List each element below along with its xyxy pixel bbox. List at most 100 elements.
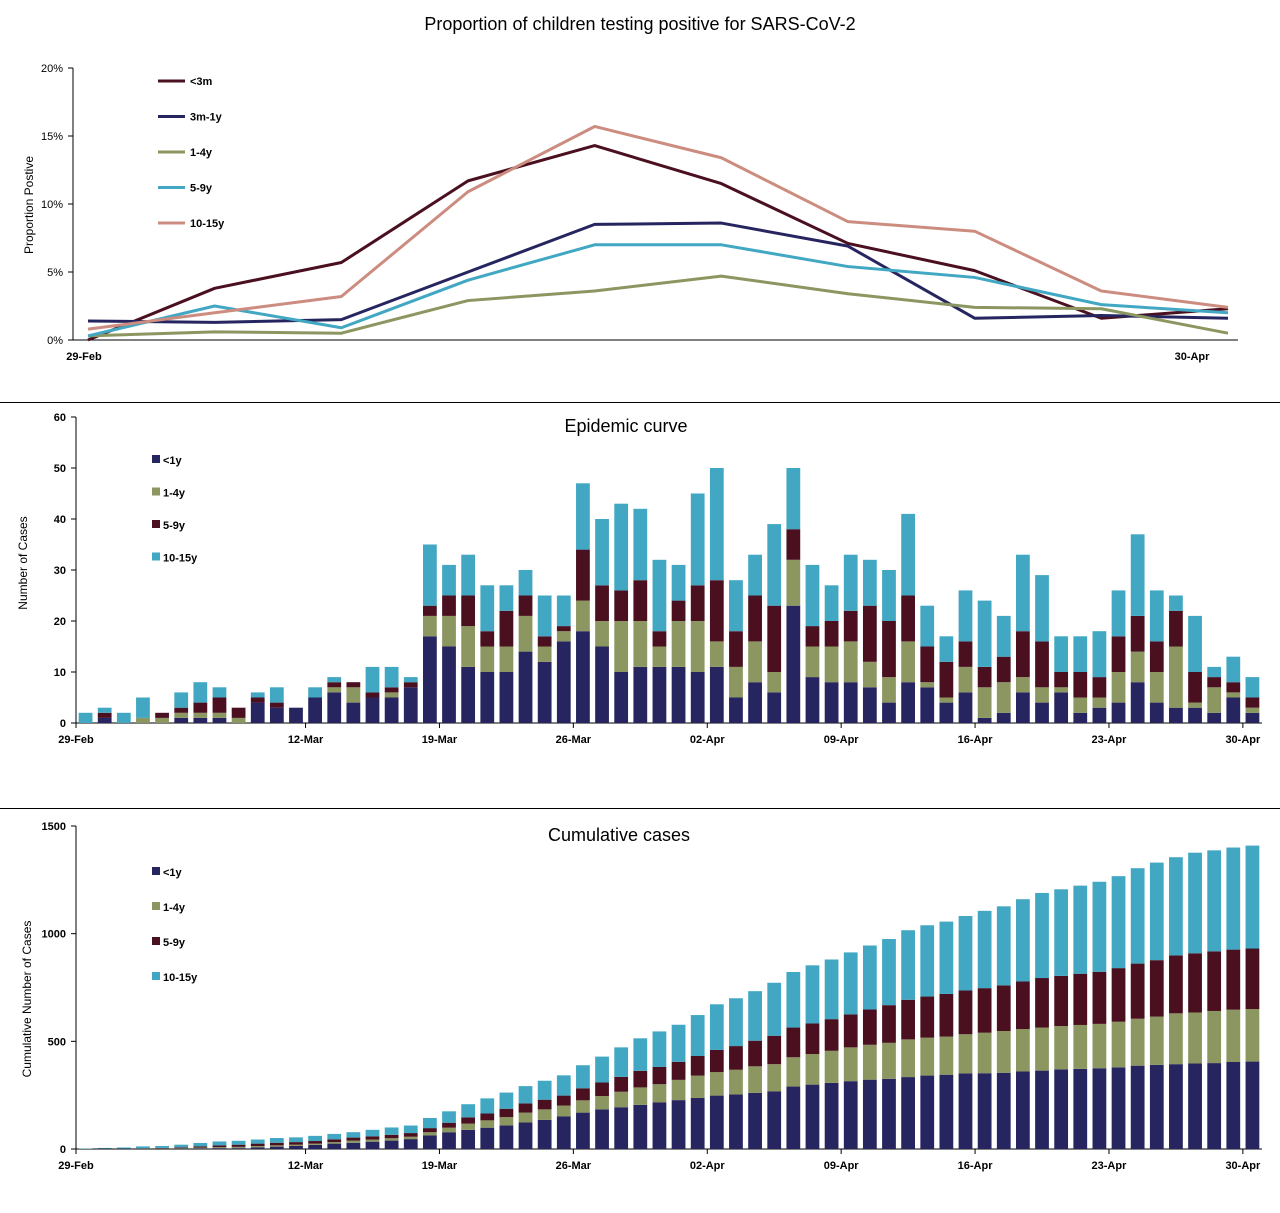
bar-segment-3 — [403, 677, 418, 683]
bar-segment-2 — [690, 585, 705, 621]
bar-segment-3 — [652, 1031, 667, 1067]
bar-segment-2 — [633, 580, 648, 621]
bar-segment-3 — [174, 1144, 189, 1148]
bar-segment-0 — [595, 1109, 609, 1149]
bar-segment-1 — [843, 641, 858, 683]
bar-segment-2 — [1073, 973, 1088, 1025]
bar-segment-0 — [384, 697, 399, 723]
bar-segment-1 — [1245, 707, 1260, 713]
bar-segment-1 — [805, 646, 820, 678]
bar-segment-0 — [824, 1082, 839, 1149]
bar-segment-0 — [1035, 702, 1049, 723]
bar-segment-2 — [977, 988, 992, 1033]
bar-segment-1 — [231, 717, 246, 723]
series-line-1 — [87, 221, 1229, 324]
bar-segment-1 — [155, 717, 169, 723]
bar-segment-1 — [1111, 1021, 1126, 1068]
bar-segment-1 — [996, 1030, 1011, 1073]
y-tick-label: 0 — [60, 718, 66, 730]
bar-segment-3 — [690, 1015, 705, 1056]
bar-segment-3 — [193, 682, 208, 703]
bar-segment-2 — [97, 712, 112, 718]
bar-segment-0 — [1073, 712, 1088, 723]
bar-segment-0 — [499, 672, 514, 723]
bar-segment-1 — [174, 1147, 189, 1149]
bar-segment-3 — [461, 554, 476, 596]
bar-segment-0 — [518, 1122, 533, 1149]
bar-segment-3 — [442, 1111, 456, 1123]
bar-segment-0 — [709, 1095, 724, 1149]
bar-segment-0 — [901, 682, 915, 723]
bar-segment-2 — [709, 580, 724, 642]
bar-segment-0 — [633, 1104, 648, 1149]
bar-segment-2 — [174, 707, 189, 713]
bar-segment-1 — [1092, 697, 1107, 708]
bar-segment-3 — [78, 712, 93, 723]
bar-segment-3 — [423, 544, 437, 606]
bar-segment-3 — [882, 939, 896, 1006]
bar-segment-1 — [614, 621, 629, 672]
bar-segment-0 — [1092, 1068, 1107, 1149]
bar-segment-3 — [901, 930, 915, 1000]
bar-segment-2 — [250, 697, 265, 703]
x-tick-label: 30-Apr — [1225, 734, 1261, 746]
bar-segment-1 — [958, 1034, 973, 1074]
chart-title: Epidemic curve — [564, 416, 687, 436]
bar-segment-0 — [729, 697, 743, 723]
bar-segment-2 — [1188, 672, 1202, 703]
bar-segment-2 — [250, 1143, 265, 1146]
bar-segment-2 — [1035, 978, 1049, 1028]
bar-segment-2 — [1016, 631, 1030, 678]
bar-segment-3 — [327, 677, 342, 683]
bar-segment-1 — [1207, 1010, 1222, 1064]
x-tick-label: 19-Mar — [422, 734, 458, 746]
bar-segment-0 — [805, 677, 820, 723]
bar-segment-2 — [480, 1113, 495, 1121]
bar-segment-3 — [1054, 636, 1069, 672]
bar-segment-2 — [1092, 971, 1107, 1024]
bar-segment-0 — [1130, 1065, 1145, 1149]
bar-segment-2 — [709, 1049, 724, 1073]
bar-segment-2 — [595, 585, 609, 621]
proportion-line-chart: Proportion of children testing positive … — [22, 14, 1238, 363]
bar-segment-0 — [843, 682, 858, 723]
bar-segment-0 — [537, 1119, 552, 1149]
bar-segment-1 — [212, 1147, 227, 1149]
bar-segment-1 — [423, 1132, 437, 1136]
legend-label: 5-9y — [163, 937, 186, 949]
bar-segment-0 — [939, 1074, 954, 1149]
bar-segment-3 — [748, 554, 762, 596]
bar-segment-2 — [308, 1141, 322, 1144]
bar-segment-3 — [384, 1127, 399, 1135]
bar-segment-1 — [212, 712, 227, 718]
bar-segment-2 — [1149, 641, 1164, 672]
bar-segment-1 — [709, 1072, 724, 1096]
panel-divider — [0, 402, 1280, 403]
bar-segment-1 — [1207, 687, 1222, 713]
bar-segment-2 — [384, 1134, 399, 1139]
bar-segment-1 — [767, 672, 782, 693]
x-tick-label: 12-Mar — [288, 1160, 324, 1172]
bar-segment-0 — [308, 697, 322, 723]
bar-segment-1 — [576, 600, 590, 632]
bar-segment-2 — [843, 610, 858, 642]
bar-segment-1 — [1226, 692, 1241, 698]
bar-segment-3 — [480, 1098, 495, 1114]
bar-segment-1 — [231, 1146, 246, 1149]
bar-segment-1 — [1130, 1018, 1145, 1066]
bar-segment-0 — [939, 702, 954, 723]
y-tick-label: 500 — [48, 1036, 66, 1048]
bar-segment-1 — [480, 1120, 495, 1128]
bar-segment-1 — [1188, 702, 1202, 708]
legend-label: 10-15y — [163, 972, 198, 984]
bar-segment-3 — [671, 1024, 686, 1062]
bar-segment-1 — [614, 1091, 629, 1108]
bar-segment-3 — [136, 697, 150, 718]
bar-segment-3 — [384, 666, 399, 688]
bar-segment-0 — [1169, 707, 1183, 723]
bar-segment-3 — [786, 971, 801, 1028]
panel-divider — [0, 808, 1280, 809]
bar-segment-0 — [920, 1075, 935, 1149]
bar-segment-0 — [671, 1100, 686, 1149]
bar-segment-1 — [633, 621, 648, 667]
